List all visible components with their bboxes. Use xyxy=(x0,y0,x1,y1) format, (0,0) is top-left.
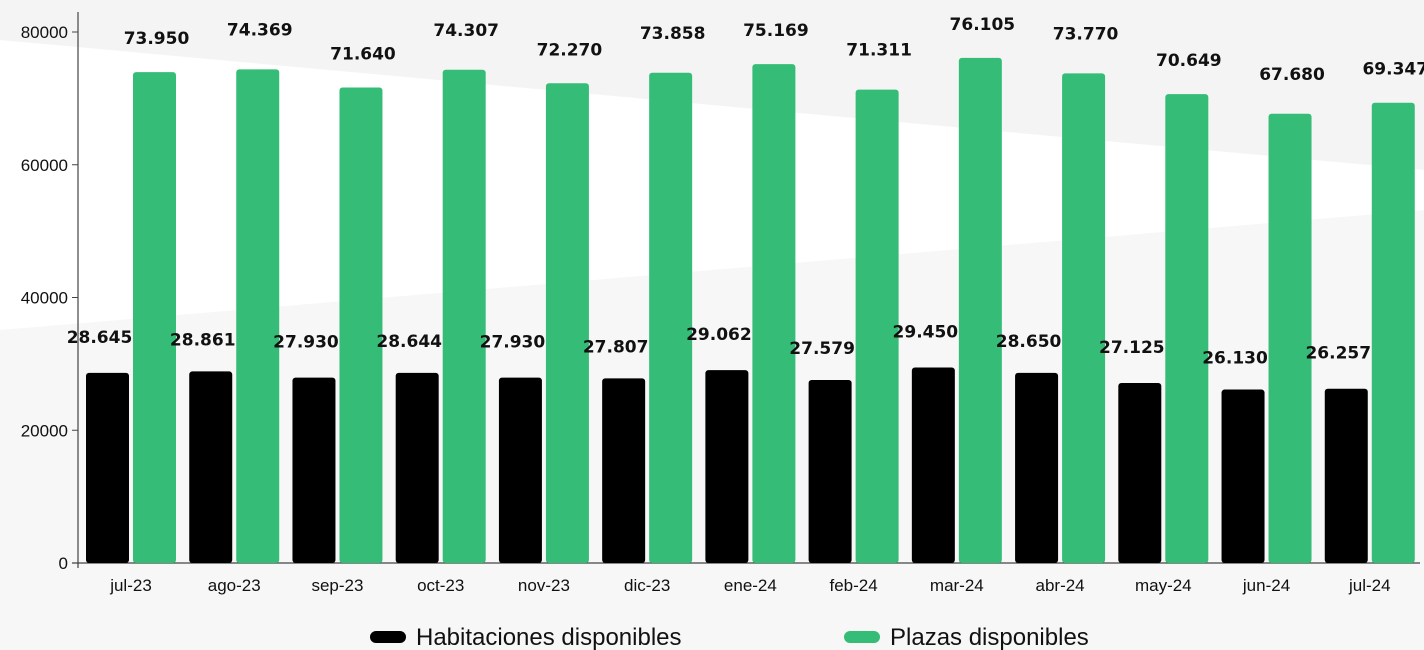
data-label-habitaciones: 29.062 xyxy=(686,325,752,345)
y-tick-label: 20000 xyxy=(21,421,68,440)
bars xyxy=(86,57,1415,564)
legend: Habitaciones disponibles Plazas disponibl… xyxy=(370,624,1089,650)
bar-plazas xyxy=(752,64,796,563)
bar-plazas xyxy=(442,69,486,563)
data-label-plazas: 74.369 xyxy=(227,20,293,40)
data-label-habitaciones: 28.861 xyxy=(170,330,236,350)
bar-plazas xyxy=(339,87,383,563)
data-label-habitaciones: 26.130 xyxy=(1202,349,1268,369)
bar-plazas xyxy=(1268,113,1312,564)
legend-swatch xyxy=(370,631,406,643)
data-label-plazas: 76.105 xyxy=(950,15,1016,35)
bar-plazas xyxy=(545,83,589,564)
data-label-plazas: 70.649 xyxy=(1156,51,1222,71)
bar-habitaciones xyxy=(602,378,646,563)
bar-habitaciones xyxy=(808,379,852,563)
bar-habitaciones xyxy=(1324,388,1368,563)
x-axis: jul-23 ago-23 sep-23 oct-23 nov-23 dic-23 ene-… xyxy=(72,562,1420,595)
data-label-habitaciones: 27.930 xyxy=(480,333,546,353)
bar-plazas xyxy=(855,89,899,563)
data-label-habitaciones: 27.579 xyxy=(789,339,855,359)
bar-habitaciones xyxy=(86,372,129,563)
bar-habitaciones xyxy=(1221,389,1265,563)
x-tick-label: dic-23 xyxy=(624,576,670,595)
data-label-plazas: 67.680 xyxy=(1259,65,1325,85)
bar-habitaciones xyxy=(498,377,542,563)
x-tick-label: oct-23 xyxy=(417,576,464,595)
bar-habitaciones xyxy=(395,372,439,563)
x-tick-label: jul-23 xyxy=(109,576,152,595)
bar-habitaciones xyxy=(1118,382,1162,563)
y-tick-label: 60000 xyxy=(21,156,68,175)
x-tick-label: mar-24 xyxy=(930,576,984,595)
x-tick-label: may-24 xyxy=(1135,576,1192,595)
bar-plazas xyxy=(1165,94,1209,563)
y-tick-label: 0 xyxy=(59,554,68,573)
bar-habitaciones xyxy=(911,367,955,563)
x-tick-label: ago-23 xyxy=(208,576,261,595)
data-label-habitaciones: 29.450 xyxy=(893,323,959,343)
x-tick-label: ene-24 xyxy=(724,576,777,595)
x-tick-label: jul-24 xyxy=(1348,576,1391,595)
data-label-plazas: 73.858 xyxy=(640,24,706,44)
bar-habitaciones xyxy=(292,377,336,563)
x-tick-label: feb-24 xyxy=(830,576,878,595)
data-label-plazas: 73.770 xyxy=(1053,24,1119,44)
legend-label: Plazas disponibles xyxy=(890,624,1089,650)
bar-habitaciones xyxy=(705,370,749,563)
x-tick-label: nov-23 xyxy=(518,576,570,595)
data-label-habitaciones: 27.125 xyxy=(1099,338,1165,358)
y-tick-label: 80000 xyxy=(21,23,68,42)
bar-plazas xyxy=(958,57,1002,564)
data-label-plazas: 71.311 xyxy=(846,41,912,61)
data-label-habitaciones: 28.645 xyxy=(67,328,133,348)
x-tick-label: sep-23 xyxy=(311,576,363,595)
bar-plazas xyxy=(236,69,280,563)
data-label-plazas: 72.270 xyxy=(537,40,603,60)
data-label-habitaciones: 27.807 xyxy=(583,337,649,357)
bar-plazas xyxy=(1062,73,1106,563)
bar-habitaciones xyxy=(1015,372,1059,563)
legend-label: Habitaciones disponibles xyxy=(416,624,682,650)
data-label-habitaciones: 28.644 xyxy=(376,332,442,352)
legend-swatch xyxy=(844,631,880,643)
y-axis: 0 20000 40000 60000 80000 xyxy=(21,12,79,573)
data-label-habitaciones: 27.930 xyxy=(273,333,339,353)
y-tick-label: 40000 xyxy=(21,289,68,308)
data-label-habitaciones: 26.257 xyxy=(1305,344,1371,364)
data-label-plazas: 74.307 xyxy=(433,21,499,41)
data-label-habitaciones: 28.650 xyxy=(996,332,1062,352)
bar-plazas xyxy=(133,72,176,564)
data-label-plazas: 73.950 xyxy=(124,29,190,49)
data-labels: 28.645 73.950 28.861 74.369 27.930 71.640 28.6… xyxy=(67,15,1424,369)
data-label-plazas: 71.640 xyxy=(330,44,396,64)
bar-habitaciones xyxy=(189,371,233,563)
data-label-plazas: 69.347 xyxy=(1362,60,1424,80)
data-label-plazas: 75.169 xyxy=(743,21,809,41)
bar-plazas xyxy=(649,72,693,564)
bar-plazas xyxy=(1371,102,1415,563)
x-tick-label: jun-24 xyxy=(1242,576,1290,595)
x-tick-label: abr-24 xyxy=(1036,576,1085,595)
